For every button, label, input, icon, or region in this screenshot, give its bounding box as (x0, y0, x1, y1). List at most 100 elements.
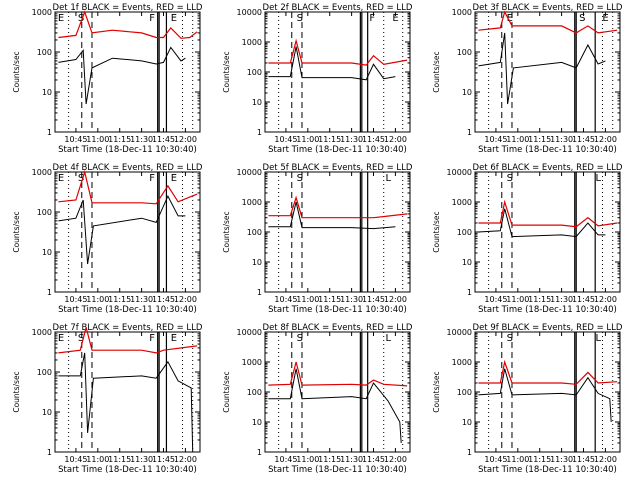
y-tick-label: 1 (47, 128, 52, 137)
series-events-black (268, 201, 396, 230)
plot-frame (264, 11, 411, 133)
y-axis-label: Counts/sec (432, 371, 441, 412)
series-events-black (478, 208, 606, 238)
series-events-black (58, 46, 186, 105)
y-tick-label: 1 (47, 288, 52, 297)
x-tick-label: 11:30 (130, 135, 153, 144)
y-tick-label: 100 (37, 208, 52, 217)
y-tick-label: 100 (247, 68, 262, 77)
x-tick-label: 11:00 (86, 135, 109, 144)
x-tick-label: 11:15 (318, 135, 341, 144)
x-tick-label: 11:15 (108, 135, 131, 144)
x-tick-label: 11:15 (528, 455, 551, 464)
x-tick-label: 11:30 (340, 455, 363, 464)
panel-det-2: Det 2f BLACK = Events, RED = LLD 1 10 100 10… (222, 3, 413, 155)
x-tick-label: 11:15 (108, 455, 131, 464)
x-tick-label: 10:45 (274, 455, 297, 464)
panel-title: Det 5f BLACK = Events, RED = LLD (263, 163, 413, 173)
y-axis-label: Counts/sec (432, 211, 441, 252)
panel-title: Det 6f BLACK = Events, RED = LLD (473, 163, 623, 173)
panel-det-7: Det 7f BLACK = Events, RED = LLD 1 10 100 10… (12, 323, 203, 475)
y-tick-label: 1 (257, 448, 262, 457)
interval-marker: S (78, 333, 84, 344)
x-tick-label: 12:00 (384, 295, 407, 304)
x-axis-label: Start Time (18-Dec-11 10:30:40) (478, 145, 617, 155)
x-tick-label: 11:00 (506, 295, 529, 304)
y-tick-label: 1000 (242, 358, 262, 367)
plot-frame (474, 11, 621, 133)
x-tick-label: 10:45 (484, 455, 507, 464)
interval-marker: S (78, 173, 84, 184)
y-tick-label: 10 (42, 88, 52, 97)
series-lld-red (58, 169, 198, 205)
series-events-black (58, 352, 194, 453)
x-tick-label: 12:00 (594, 295, 617, 304)
x-tick-label: 10:45 (274, 135, 297, 144)
y-tick-label: 1000 (32, 328, 52, 337)
x-axis-label: Start Time (18-Dec-11 10:30:40) (58, 465, 197, 475)
x-tick-label: 11:15 (528, 135, 551, 144)
y-tick-label: 1000 (32, 168, 52, 177)
x-tick-label: 11:15 (108, 295, 131, 304)
y-tick-label: 100 (457, 48, 472, 57)
series-lld-red (268, 38, 408, 66)
y-tick-label: 1000 (452, 198, 472, 207)
panel-title: Det 1f BLACK = Events, RED = LLD (53, 3, 203, 13)
interval-marker: S (297, 333, 303, 344)
x-tick-label: 11:30 (340, 295, 363, 304)
x-axis-label: Start Time (18-Dec-11 10:30:40) (478, 305, 617, 315)
y-tick-label: 1 (467, 128, 472, 137)
y-tick-label: 1000 (32, 8, 52, 17)
series-lld-red (478, 10, 618, 34)
interval-marker: S (579, 13, 585, 24)
x-tick-label: 11:45 (362, 295, 385, 304)
series-lld-red (58, 327, 198, 354)
interval-marker: E (602, 13, 608, 24)
x-tick-label: 10:45 (64, 135, 87, 144)
series-lld-red (268, 195, 408, 219)
y-tick-label: 100 (457, 388, 472, 397)
interval-marker: L (385, 333, 391, 344)
x-tick-label: 11:45 (152, 295, 175, 304)
x-tick-label: 11:30 (340, 135, 363, 144)
y-tick-label: 10000 (237, 8, 262, 17)
y-tick-label: 1 (467, 448, 472, 457)
x-tick-label: 11:45 (152, 455, 175, 464)
y-axis-label: Counts/sec (432, 51, 441, 92)
series-events-black (268, 368, 402, 444)
y-tick-label: 1 (47, 448, 52, 457)
x-tick-label: 11:30 (550, 455, 573, 464)
x-tick-label: 10:45 (64, 295, 87, 304)
x-tick-label: 11:45 (362, 135, 385, 144)
panel-det-5: Det 5f BLACK = Events, RED = LLD 1 10 100 10… (222, 163, 413, 315)
y-tick-label: 100 (457, 228, 472, 237)
series-lld-red (478, 359, 618, 385)
y-tick-label: 10000 (237, 328, 262, 337)
x-axis-label: Start Time (18-Dec-11 10:30:40) (478, 465, 617, 475)
y-tick-label: 100 (37, 48, 52, 57)
interval-marker: F (149, 13, 155, 24)
plot-frame (54, 331, 201, 453)
panel-title: Det 3f BLACK = Events, RED = LLD (473, 3, 623, 13)
series-events-black (478, 368, 612, 423)
x-tick-label: 11:15 (528, 295, 551, 304)
x-tick-label: 12:00 (384, 455, 407, 464)
plot-frame (54, 171, 201, 293)
y-tick-label: 10 (462, 88, 472, 97)
plot-frame (474, 171, 621, 293)
y-axis-label: Counts/sec (12, 51, 21, 92)
panel-det-8: Det 8f BLACK = Events, RED = LLD 1 10 100 10… (222, 323, 413, 475)
x-tick-label: 10:45 (64, 455, 87, 464)
y-axis-label: Counts/sec (12, 211, 21, 252)
y-tick-label: 10 (252, 418, 262, 427)
y-tick-label: 1 (467, 288, 472, 297)
x-tick-label: 12:00 (594, 135, 617, 144)
x-tick-label: 11:30 (550, 135, 573, 144)
interval-marker: E (171, 173, 177, 184)
y-axis-label: Counts/sec (12, 371, 21, 412)
x-tick-label: 11:45 (572, 135, 595, 144)
y-tick-label: 10 (252, 98, 262, 107)
interval-marker: S (507, 173, 513, 184)
